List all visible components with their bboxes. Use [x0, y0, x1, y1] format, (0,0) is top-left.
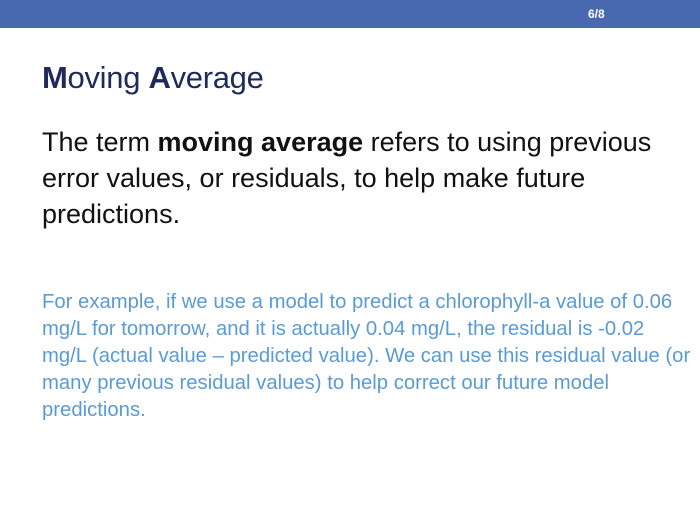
definition-term: moving average [157, 127, 364, 157]
title-capital-m: M [42, 60, 68, 95]
page-number: 6/8 [588, 7, 605, 21]
title-text-oving: oving [67, 60, 149, 95]
definition-rest-text: refers to using previous error values, o… [42, 127, 652, 229]
definition-lead-text: The term [42, 127, 158, 157]
example-paragraph: For example, if we use a model to predic… [42, 291, 691, 421]
title-capital-a: A [148, 60, 171, 95]
definition-paragraph: The term moving average refers to using … [42, 124, 682, 232]
title-text-verage: verage [170, 60, 264, 95]
slide-title: Moving Average [42, 58, 264, 98]
top-header-bar: 6/8 [0, 0, 700, 28]
